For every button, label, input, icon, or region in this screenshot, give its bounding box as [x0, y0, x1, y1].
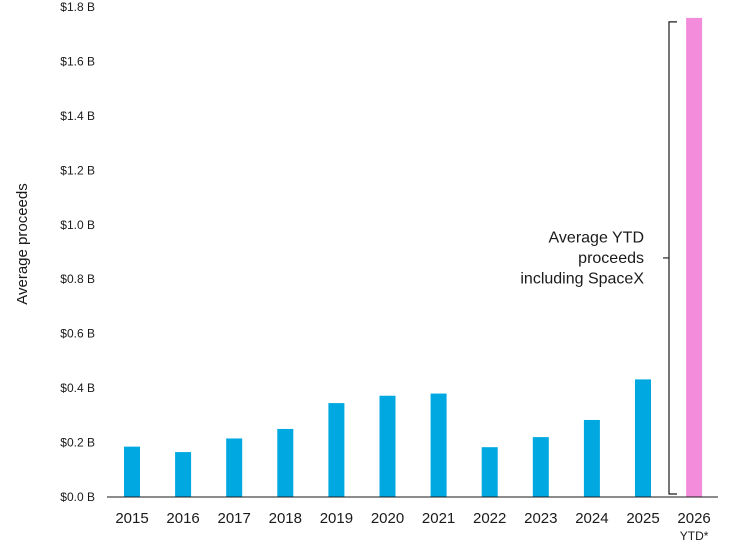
bar-2023: [532, 437, 549, 497]
x-tick-label: 2020: [371, 510, 404, 527]
bar-2020: [379, 395, 396, 497]
x-tick-label: 2018: [269, 510, 302, 527]
y-tick-label: $0.8 B: [60, 272, 95, 286]
x-tick-label: 2024: [575, 510, 608, 527]
bars: [124, 17, 703, 498]
bar-2025: [635, 379, 651, 497]
bar-2018: [277, 428, 294, 497]
x-tick-label: 2023: [524, 510, 557, 527]
x-tick-label: 2021: [422, 510, 455, 527]
bar-2021: [430, 393, 447, 497]
y-tick-label: $1.2 B: [60, 163, 95, 177]
y-axis-ticks: $0.0 B $0.2 B $0.4 B $0.6 B $0.8 B $1.0 B $1.2…: [60, 0, 95, 504]
y-tick-label: $1.4 B: [60, 109, 95, 123]
bar-2026: [686, 17, 703, 498]
x-axis-ticks: 2015 2016 2017 2018 2019 2020 2021 2022 2023 2024…: [115, 510, 710, 543]
annotation-text-line: Average YTD: [549, 229, 644, 246]
x-tick-label: 2016: [166, 510, 199, 527]
bar-2022: [481, 447, 498, 497]
annotation-bracket: [663, 21, 677, 495]
bar-2015: [124, 446, 140, 497]
annotation-text-line: including SpaceX: [520, 270, 644, 287]
y-tick-label: $1.6 B: [60, 54, 95, 68]
x-tick-label: 2026: [677, 510, 710, 527]
annotation: Average YTD proceeds including SpaceX: [520, 21, 677, 495]
bar-2017: [226, 438, 243, 497]
y-tick-label: $0.0 B: [60, 490, 95, 504]
x-tick-label: 2019: [320, 510, 353, 527]
x-tick-label: 2015: [115, 510, 148, 527]
y-tick-label: $1.8 B: [60, 0, 95, 14]
y-axis-label: Average proceeds: [14, 183, 31, 304]
bar-2024: [583, 419, 600, 497]
x-tick-label: 2025: [626, 510, 659, 527]
x-tick-label: 2022: [473, 510, 506, 527]
y-tick-label: $0.6 B: [60, 327, 95, 341]
y-tick-label: $0.2 B: [60, 436, 95, 450]
x-tick-label: 2017: [218, 510, 251, 527]
annotation-text-line: proceeds: [578, 250, 644, 267]
bar-2016: [175, 452, 192, 497]
bar-2019: [328, 403, 345, 497]
y-tick-label: $0.4 B: [60, 381, 95, 395]
y-tick-label: $1.0 B: [60, 218, 95, 232]
x-tick-sublabel: YTD*: [680, 529, 709, 543]
